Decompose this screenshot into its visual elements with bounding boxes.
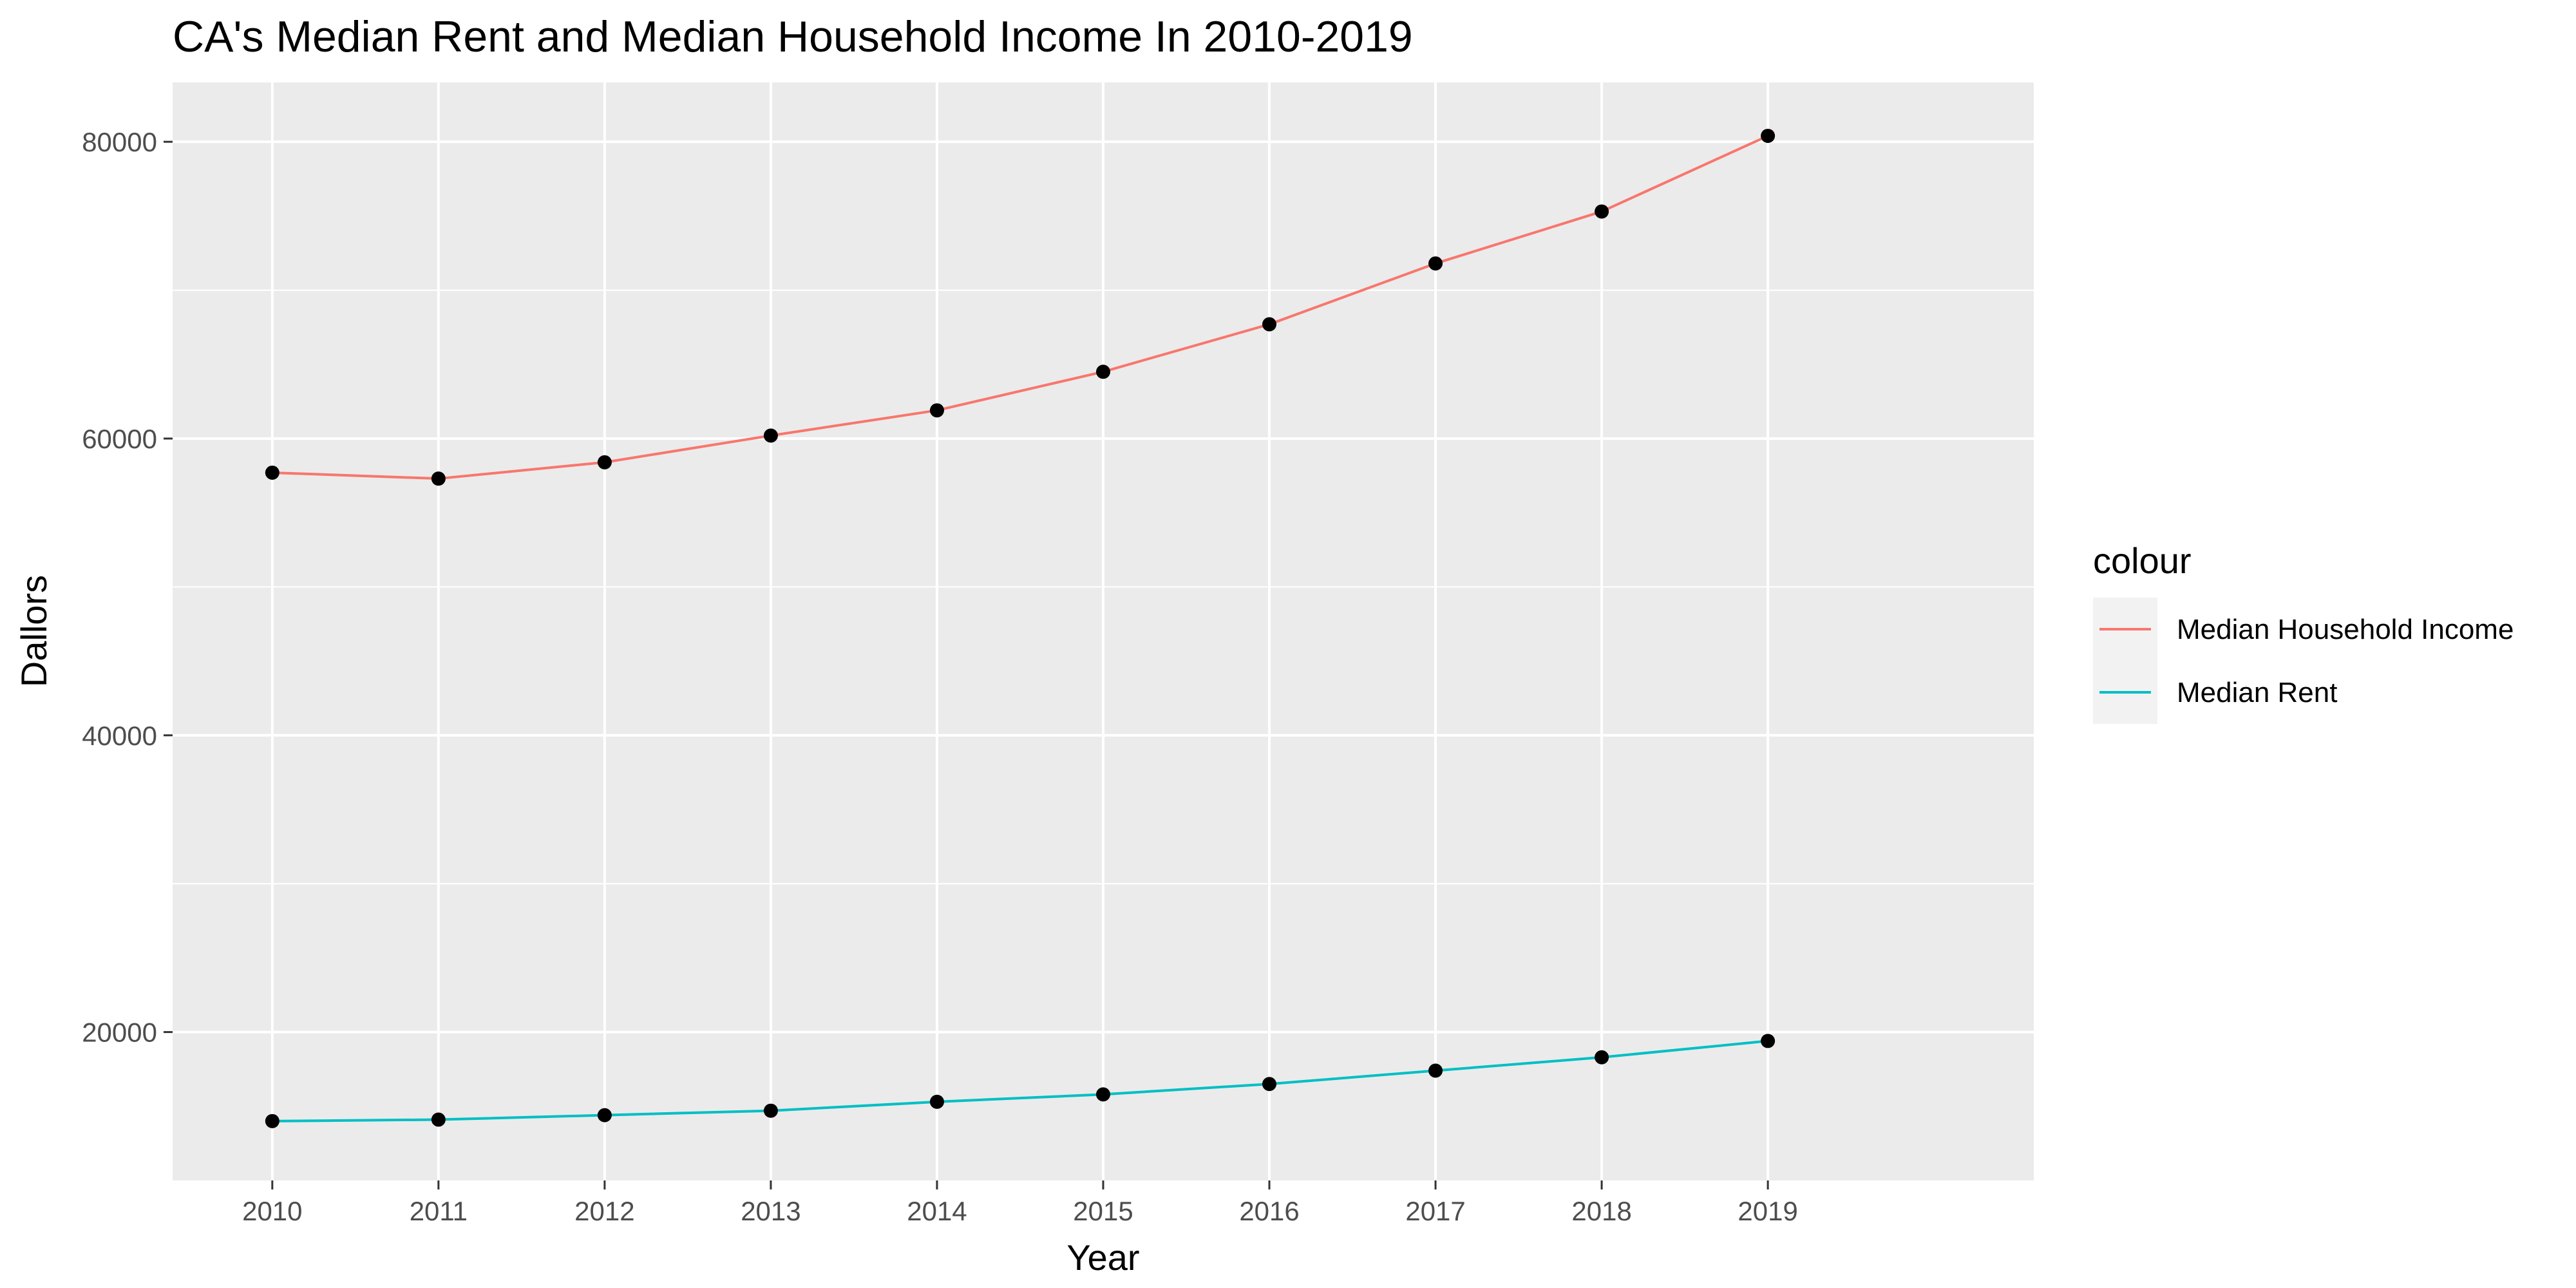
- series-lines: [272, 135, 1768, 1122]
- x-axis: 2010 2011 2012 2013 2014 2015 2016 2017 2018 2019: [242, 1180, 1798, 1226]
- data-point: [929, 1094, 944, 1109]
- data-point: [1096, 1087, 1110, 1102]
- y-axis-label: Dallors: [14, 575, 54, 687]
- data-point: [1595, 204, 1609, 219]
- x-tick-label: 2010: [242, 1196, 302, 1226]
- y-tick-label: 80000: [82, 127, 157, 157]
- chart-title: CA's Median Rent and Median Household In…: [173, 12, 1413, 61]
- data-point: [1262, 1077, 1277, 1092]
- x-tick-label: 2012: [574, 1196, 634, 1226]
- legend-items: Median Household Income Median Rent: [2093, 598, 2514, 724]
- data-points: [265, 128, 1776, 1128]
- data-point: [1096, 365, 1110, 379]
- data-point: [265, 465, 279, 480]
- legend-title: colour: [2093, 540, 2192, 581]
- data-point: [929, 403, 944, 418]
- data-point: [1761, 128, 1776, 143]
- series-line: [272, 1039, 1768, 1122]
- x-tick-label: 2013: [741, 1196, 800, 1226]
- x-tick-label: 2018: [1571, 1196, 1631, 1226]
- data-point: [1262, 317, 1277, 332]
- data-point: [597, 455, 612, 469]
- x-tick-label: 2014: [907, 1196, 967, 1226]
- y-axis: 20000 40000 60000 80000: [82, 127, 173, 1048]
- data-point: [763, 1103, 778, 1118]
- data-point: [265, 1113, 279, 1128]
- legend: colour Median Household Income Median Ren…: [2093, 540, 2514, 724]
- x-tick-label: 2017: [1405, 1196, 1465, 1226]
- x-tick-label: 2016: [1239, 1196, 1299, 1226]
- x-tick-label: 2015: [1073, 1196, 1133, 1226]
- y-tick-label: 40000: [82, 721, 157, 751]
- x-axis-label: Year: [1066, 1237, 1139, 1278]
- major-gridlines: [173, 82, 2034, 1180]
- data-point: [597, 1108, 612, 1122]
- data-point: [763, 428, 778, 443]
- legend-label: Median Household Income: [2177, 614, 2514, 645]
- data-point: [1428, 1063, 1443, 1078]
- data-point: [1595, 1050, 1609, 1065]
- legend-label: Median Rent: [2177, 677, 2337, 708]
- data-point: [1428, 256, 1443, 271]
- y-tick-label: 60000: [82, 424, 157, 454]
- x-tick-label: 2019: [1738, 1196, 1797, 1226]
- x-tick-label: 2011: [410, 1196, 468, 1226]
- data-point: [431, 1112, 446, 1127]
- y-tick-label: 20000: [82, 1018, 157, 1048]
- data-point: [1761, 1034, 1776, 1048]
- data-point: [431, 471, 446, 486]
- series-line: [272, 135, 1768, 480]
